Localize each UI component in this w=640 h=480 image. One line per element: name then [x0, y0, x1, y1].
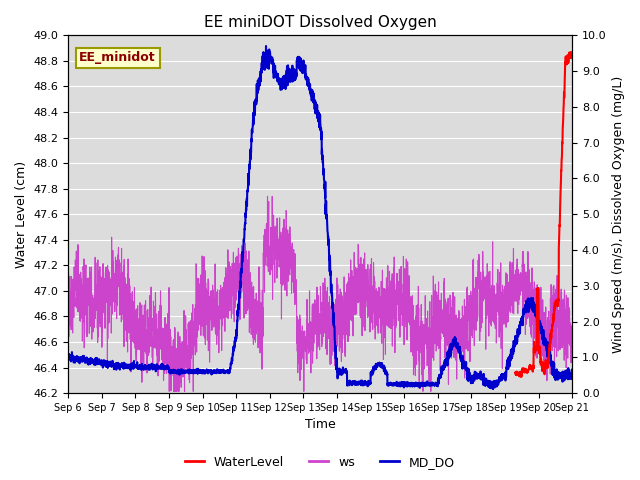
Text: EE_minidot: EE_minidot: [79, 51, 156, 64]
Y-axis label: Wind Speed (m/s), Dissolved Oxygen (mg/L): Wind Speed (m/s), Dissolved Oxygen (mg/L…: [612, 76, 625, 353]
Title: EE miniDOT Dissolved Oxygen: EE miniDOT Dissolved Oxygen: [204, 15, 436, 30]
Legend: WaterLevel, ws, MD_DO: WaterLevel, ws, MD_DO: [180, 451, 460, 474]
Y-axis label: Water Level (cm): Water Level (cm): [15, 161, 28, 268]
X-axis label: Time: Time: [305, 419, 335, 432]
